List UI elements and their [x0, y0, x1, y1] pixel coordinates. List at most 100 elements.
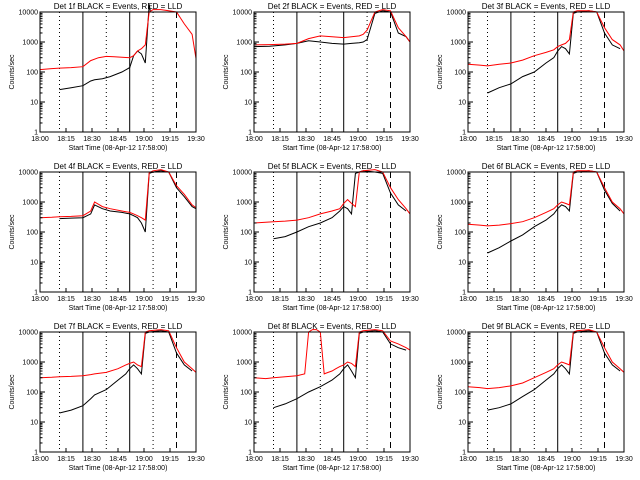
- x-tick-label: 18:45: [109, 296, 127, 303]
- series-line-lld: [39, 9, 197, 71]
- panel-title: Det 4f BLACK = Events, RED = LLD: [54, 162, 183, 171]
- y-tick-label: 1: [462, 450, 466, 457]
- x-axis-label: Start Time (08-Apr-12 17:58:00): [283, 145, 382, 152]
- y-tick-label: 1000: [450, 200, 466, 207]
- panel: Det 5f BLACK = Events, RED = LLD 18:00 18:…: [223, 162, 419, 312]
- y-axis-label: Counts/sec: [223, 214, 230, 250]
- y-tick-label: 10000: [447, 330, 467, 337]
- x-tick-label: 19:00: [563, 136, 581, 143]
- x-tick-label: 18:00: [245, 296, 263, 303]
- x-axis-label: Start Time (08-Apr-12 17:58:00): [69, 305, 168, 312]
- y-tick-label: 10000: [447, 10, 467, 17]
- x-tick-label: 19:15: [375, 456, 393, 463]
- panel-title: Det 2f BLACK = Events, RED = LLD: [268, 2, 397, 11]
- x-tick-label: 19:30: [615, 296, 633, 303]
- panel: Det 4f BLACK = Events, RED = LLD 18:00 18:…: [9, 162, 205, 312]
- y-tick-label: 1000: [450, 360, 466, 367]
- y-tick-label: 10: [458, 100, 466, 107]
- y-tick-label: 100: [240, 390, 252, 397]
- x-tick-label: 18:45: [537, 136, 555, 143]
- x-axis-label: Start Time (08-Apr-12 17:58:00): [283, 465, 382, 472]
- x-tick-label: 19:15: [161, 296, 179, 303]
- y-tick-label: 1: [248, 130, 252, 137]
- x-tick-label: 19:00: [135, 136, 153, 143]
- x-tick-label: 19:30: [401, 136, 419, 143]
- x-tick-label: 18:00: [459, 136, 477, 143]
- series-line-lld: [253, 9, 411, 46]
- series-line-events: [59, 170, 197, 233]
- x-tick-label: 18:30: [511, 136, 529, 143]
- y-tick-label: 100: [240, 70, 252, 77]
- series-line-events: [273, 170, 407, 240]
- x-tick-label: 18:00: [459, 296, 477, 303]
- plot-frame: [467, 11, 625, 133]
- x-tick-label: 19:15: [589, 456, 607, 463]
- y-tick-label: 1: [34, 450, 38, 457]
- x-tick-label: 19:30: [615, 136, 633, 143]
- x-tick-label: 18:15: [57, 296, 75, 303]
- y-tick-label: 10: [30, 420, 38, 427]
- panel: Det 2f BLACK = Events, RED = LLD 18:00 18:…: [223, 2, 419, 152]
- x-tick-label: 18:00: [31, 296, 49, 303]
- y-tick-label: 10000: [233, 10, 253, 17]
- panel-title: Det 9f BLACK = Events, RED = LLD: [482, 322, 611, 331]
- x-tick-label: 19:30: [401, 456, 419, 463]
- x-tick-label: 18:15: [271, 296, 289, 303]
- y-tick-label: 1000: [22, 40, 38, 47]
- series-line-events: [273, 330, 407, 409]
- x-axis-label: Start Time (08-Apr-12 17:58:00): [497, 465, 596, 472]
- y-tick-label: 10: [244, 420, 252, 427]
- series-line-lld: [39, 329, 197, 379]
- x-axis-label: Start Time (08-Apr-12 17:58:00): [497, 305, 596, 312]
- x-tick-label: 18:30: [83, 296, 101, 303]
- panel-title: Det 1f BLACK = Events, RED = LLD: [54, 2, 183, 11]
- x-tick-label: 18:00: [31, 456, 49, 463]
- y-tick-label: 100: [454, 70, 466, 77]
- x-tick-label: 18:15: [57, 456, 75, 463]
- y-tick-label: 1: [34, 290, 38, 297]
- series-line-events: [253, 10, 411, 48]
- y-axis-label: Counts/sec: [223, 374, 230, 410]
- x-tick-label: 18:00: [245, 456, 263, 463]
- plot-frame: [253, 171, 411, 293]
- y-tick-label: 10: [458, 420, 466, 427]
- panel-title: Det 8f BLACK = Events, RED = LLD: [268, 322, 397, 331]
- x-tick-label: 18:15: [57, 136, 75, 143]
- panel: Det 1f BLACK = Events, RED = LLD 18:00 18:…: [9, 2, 205, 152]
- panel-title: Det 3f BLACK = Events, RED = LLD: [482, 2, 611, 11]
- y-tick-label: 100: [26, 70, 38, 77]
- y-tick-label: 100: [240, 230, 252, 237]
- y-tick-label: 10: [458, 260, 466, 267]
- plot-frame: [253, 11, 411, 133]
- y-tick-label: 10000: [447, 170, 467, 177]
- y-tick-label: 10: [30, 260, 38, 267]
- series-line-events: [59, 4, 151, 91]
- x-tick-label: 18:30: [511, 456, 529, 463]
- series-line-events: [487, 330, 621, 411]
- x-tick-label: 19:15: [161, 456, 179, 463]
- x-tick-label: 18:30: [83, 136, 101, 143]
- x-tick-label: 18:15: [485, 296, 503, 303]
- x-tick-label: 19:00: [349, 296, 367, 303]
- y-tick-label: 1: [248, 450, 252, 457]
- y-tick-label: 10000: [19, 330, 39, 337]
- y-axis-label: Counts/sec: [437, 374, 444, 410]
- x-tick-label: 19:30: [187, 456, 205, 463]
- y-tick-label: 1000: [450, 40, 466, 47]
- y-tick-label: 10: [244, 100, 252, 107]
- panel: Det 6f BLACK = Events, RED = LLD 18:00 18:…: [437, 162, 633, 312]
- y-tick-label: 100: [454, 230, 466, 237]
- x-axis-label: Start Time (08-Apr-12 17:58:00): [497, 145, 596, 152]
- x-tick-label: 18:00: [31, 136, 49, 143]
- y-axis-label: Counts/sec: [223, 54, 230, 90]
- x-tick-label: 18:45: [109, 456, 127, 463]
- panel: Det 9f BLACK = Events, RED = LLD 18:00 18:…: [437, 322, 633, 472]
- y-axis-label: Counts/sec: [9, 54, 16, 90]
- plot-frame: [467, 171, 625, 293]
- y-tick-label: 1000: [22, 200, 38, 207]
- y-tick-label: 1000: [236, 40, 252, 47]
- series-line-events: [487, 170, 621, 254]
- x-axis-label: Start Time (08-Apr-12 17:58:00): [69, 465, 168, 472]
- panel: Det 7f BLACK = Events, RED = LLD 18:00 18:…: [9, 322, 205, 472]
